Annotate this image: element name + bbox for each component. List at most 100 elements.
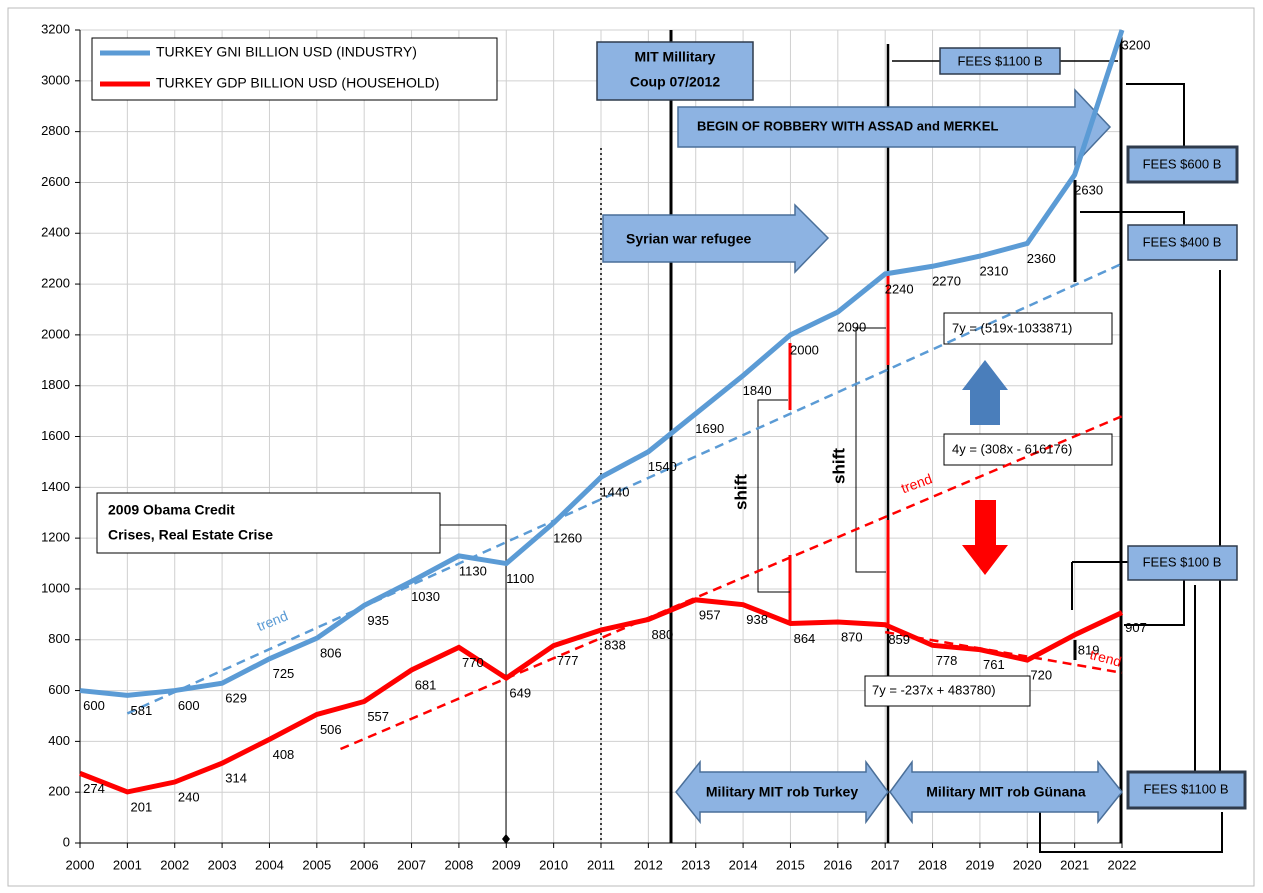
- x-tick-label: 2014: [729, 857, 758, 872]
- trend-label: trend: [1088, 646, 1123, 670]
- value-label: 957: [699, 607, 721, 622]
- trend-line: [340, 415, 1123, 751]
- y-tick-label: 1600: [41, 428, 70, 443]
- value-label: 1260: [553, 530, 582, 545]
- x-tick-label: 2022: [1108, 857, 1137, 872]
- equation-box: [943, 433, 1113, 466]
- y-tick-label: 1400: [41, 479, 70, 494]
- value-label: 1690: [695, 421, 724, 436]
- y-tick-label: 400: [48, 733, 70, 748]
- value-label: 859: [888, 632, 910, 647]
- value-label: 2240: [885, 281, 914, 296]
- frame: [7, 7, 1255, 887]
- annotation: FEES $1100 B: [1143, 781, 1228, 796]
- value-label: 1540: [648, 459, 677, 474]
- value-label: 600: [178, 698, 200, 713]
- value-label: 720: [1030, 668, 1052, 683]
- annotation-box: [96, 492, 441, 554]
- connector: [855, 327, 886, 573]
- value-label: 581: [131, 703, 153, 718]
- value-label: 506: [320, 722, 342, 737]
- series-line: [79, 597, 1124, 795]
- legend-box: [91, 37, 498, 101]
- value-label: 770: [462, 655, 484, 670]
- decorations: [91, 30, 1247, 853]
- value-label: 408: [273, 747, 295, 762]
- legend-label: TURKEY GDP BILLION USD (HOUSEHOLD): [156, 75, 439, 91]
- value-label: 3200: [1122, 37, 1151, 52]
- value-label: 777: [557, 653, 579, 668]
- annotation: shift: [829, 448, 848, 484]
- value-label: 649: [509, 686, 531, 701]
- annotation: shift: [731, 474, 750, 510]
- value-label: 1840: [743, 383, 772, 398]
- x-tick-label: 2011: [587, 857, 615, 872]
- annotation: Military MIT rob Günana: [926, 784, 1086, 800]
- equation: 4y = (308x - 616176): [952, 441, 1072, 456]
- annotation: MIT Millitary: [635, 49, 716, 65]
- annotation: BEGIN OF ROBBERY WITH ASSAD and MERKEL: [697, 118, 998, 133]
- value-label: 314: [225, 771, 247, 786]
- annotation: Crises, Real Estate Crise: [108, 527, 273, 543]
- annotation: FEES $1100 B: [957, 53, 1042, 68]
- value-label: 201: [131, 799, 153, 814]
- x-tick-label: 2001: [113, 857, 142, 872]
- annotation: 2009 Obama Credit: [108, 502, 235, 518]
- y-tick-label: 2800: [41, 123, 70, 138]
- marks: 600 581 600 629 725 806 935 1030 1130 1100 1260 144…: [79, 29, 1151, 814]
- value-label: 2090: [837, 319, 866, 334]
- arrow: [889, 759, 1123, 825]
- annotation: FEES $100 B: [1143, 554, 1222, 569]
- y-tick-label: 3200: [41, 21, 70, 36]
- connector: [1126, 83, 1185, 147]
- equation-box: [943, 312, 1113, 345]
- annotation: FEES $400 B: [1143, 234, 1222, 249]
- value-label: 761: [983, 657, 1005, 672]
- trend-label: trend: [899, 470, 934, 496]
- y-tick-label: 200: [48, 784, 70, 799]
- annotations: trend trend trend MIT Millitary Coup 07/…: [108, 49, 1229, 800]
- connector: [1080, 211, 1185, 225]
- annotation: Military MIT rob Turkey: [706, 784, 858, 800]
- y-tick-label: 800: [48, 631, 70, 646]
- x-tick-label: 2004: [255, 857, 284, 872]
- value-label: 938: [746, 612, 768, 627]
- x-tick-label: 2021: [1060, 857, 1089, 872]
- y-tick-label: 3000: [41, 72, 70, 87]
- arrow: [677, 88, 1112, 166]
- x-tick-label: 2009: [492, 857, 521, 872]
- y-tick-label: 2000: [41, 326, 70, 341]
- y-tick-label: 1200: [41, 530, 70, 545]
- annotation-box: [939, 47, 1061, 75]
- y-tick-label: 2400: [41, 225, 70, 240]
- annotation: FEES $600 B: [1143, 156, 1222, 171]
- y-tick-label: 2200: [41, 276, 70, 291]
- equation-box: [864, 675, 1031, 707]
- trend-label: trend: [255, 607, 291, 634]
- value-label: 681: [415, 677, 437, 692]
- y-tick-label: 0: [63, 834, 70, 849]
- value-label: 600: [83, 698, 105, 713]
- value-label: 274: [83, 781, 105, 796]
- value-label: 819: [1078, 642, 1100, 657]
- value-label: 864: [794, 631, 816, 646]
- connector: [1039, 808, 1223, 853]
- x-tick-label: 2015: [776, 857, 805, 872]
- x-tick-label: 2016: [823, 857, 852, 872]
- value-label: 2360: [1027, 251, 1056, 266]
- down-arrow: [962, 500, 1008, 575]
- x-tick-label: 2008: [444, 857, 473, 872]
- x-tick-label: 2007: [397, 857, 426, 872]
- value-label: 2000: [790, 342, 819, 357]
- x-tick-label: 2020: [1013, 857, 1042, 872]
- value-label: 557: [367, 709, 389, 724]
- x-tick-label: 2000: [66, 857, 95, 872]
- x-tick-label: 2002: [160, 857, 189, 872]
- x-tick-label: 2005: [302, 857, 331, 872]
- up-arrow: [962, 360, 1008, 425]
- connector: [1124, 580, 1185, 626]
- value-label: 1030: [411, 589, 440, 604]
- arrow: [675, 759, 889, 825]
- annotation-box: [1126, 145, 1239, 184]
